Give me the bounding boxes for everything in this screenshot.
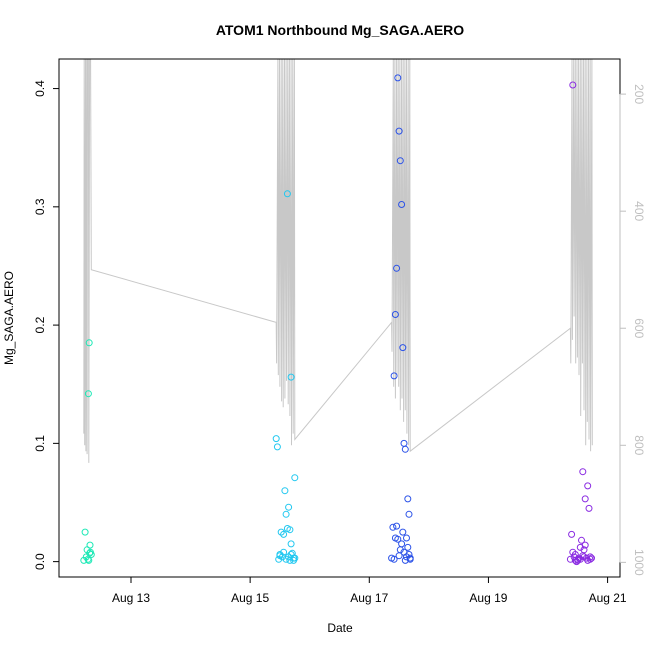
x-tick-label: Aug 13	[112, 591, 150, 605]
y2-tick-label: 1000	[632, 549, 646, 576]
data-point	[403, 534, 410, 542]
data-point	[586, 555, 594, 563]
data-point	[393, 264, 401, 272]
x-tick-label: Aug 19	[469, 591, 507, 605]
data-point	[585, 504, 593, 512]
data-point	[286, 526, 294, 534]
data-point	[280, 530, 288, 538]
y-tick-label: 0.1	[33, 435, 47, 452]
x-axis-label: Date	[327, 621, 353, 635]
y2-tick-label: 800	[632, 435, 646, 455]
data-point	[584, 482, 592, 490]
data-point	[281, 487, 289, 495]
y2-tick-label: 400	[632, 201, 646, 221]
data-point	[273, 443, 281, 451]
data-point	[400, 439, 408, 447]
secondary-series-line	[83, 58, 593, 463]
data-point	[404, 543, 412, 551]
data-point	[283, 190, 291, 198]
data-point	[406, 554, 414, 562]
data-point	[86, 541, 94, 549]
data-point	[84, 390, 92, 398]
data-point	[401, 445, 409, 453]
data-point	[579, 468, 587, 476]
data-point	[404, 495, 412, 503]
data-point	[581, 495, 589, 503]
secondary-line-layer	[83, 58, 593, 463]
data-point	[87, 551, 95, 558]
data-point	[85, 556, 93, 564]
y-tick-label: 0.0	[33, 553, 47, 570]
data-point	[399, 528, 407, 536]
data-point	[393, 522, 401, 530]
data-point	[291, 474, 299, 482]
data-point	[588, 554, 595, 562]
y-tick-label: 0.2	[33, 316, 47, 333]
data-point	[287, 540, 295, 548]
data-point	[394, 74, 402, 82]
y-tick-label: 0.4	[33, 80, 47, 97]
data-point	[571, 551, 579, 558]
data-point	[285, 503, 293, 511]
data-point	[405, 551, 413, 558]
data-point	[290, 554, 298, 562]
plot-frame	[58, 58, 621, 578]
data-point	[276, 552, 284, 560]
y2-tick-label: 600	[632, 318, 646, 338]
data-point	[578, 536, 585, 544]
data-point	[282, 510, 290, 518]
data-points-layer	[80, 74, 595, 566]
data-point	[389, 523, 397, 531]
data-point	[277, 528, 285, 536]
y-tick-label: 0.3	[33, 198, 47, 215]
data-point	[399, 344, 407, 352]
x-tick-label: Aug 21	[589, 591, 627, 605]
data-point	[81, 528, 89, 536]
data-point	[395, 127, 403, 135]
y-axis-label: Mg_SAGA.AERO	[2, 271, 16, 365]
axes-layer: 0.0 0.1 0.2 0.3 0.4 200 400 600 800 1000 Aug 13 Aug…	[33, 58, 646, 605]
x-tick-label: Aug 15	[231, 591, 269, 605]
data-point	[566, 555, 574, 563]
data-point	[576, 555, 584, 563]
data-point	[568, 530, 576, 538]
data-point	[275, 555, 283, 563]
data-point	[569, 81, 577, 89]
data-point	[580, 546, 588, 554]
chart-title: ATOM1 Northbound Mg_SAGA.AERO	[216, 22, 464, 38]
data-point	[287, 373, 295, 381]
y2-tick-label: 200	[632, 84, 646, 104]
data-point	[394, 535, 402, 543]
data-point	[396, 157, 404, 165]
data-point	[405, 510, 413, 518]
data-point	[85, 339, 93, 347]
data-point	[581, 541, 589, 549]
x-tick-label: Aug 17	[350, 591, 388, 605]
data-point	[272, 435, 280, 443]
data-point	[390, 372, 398, 380]
data-point	[86, 549, 94, 557]
data-point	[398, 540, 406, 548]
data-point	[280, 548, 288, 556]
data-point	[391, 311, 399, 318]
data-point	[390, 555, 398, 563]
data-point	[398, 201, 406, 208]
